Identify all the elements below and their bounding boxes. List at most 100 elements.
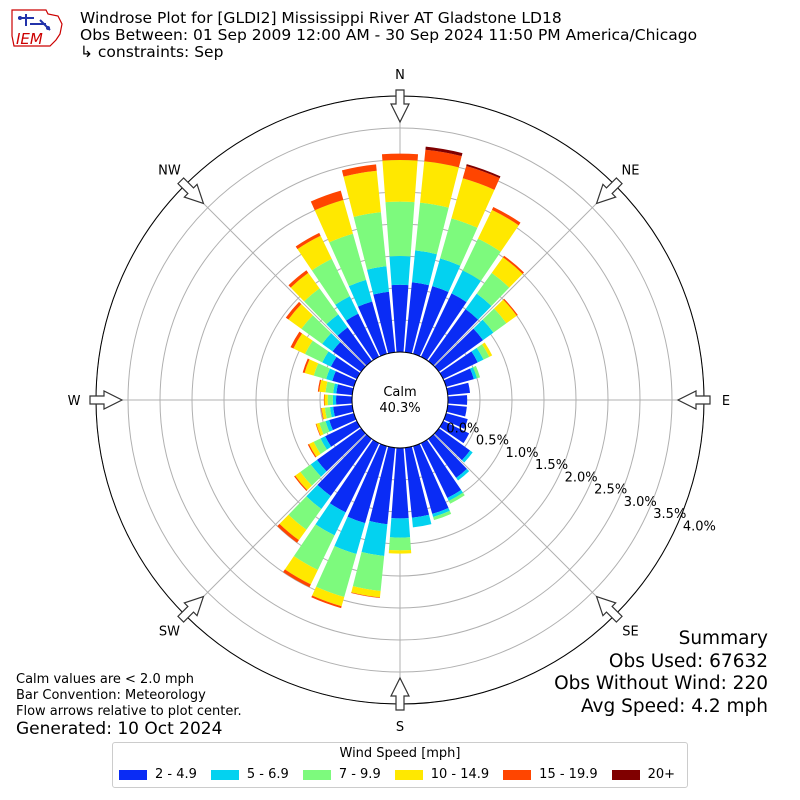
direction-label: E [722,394,730,409]
windrose-bar-segment [470,367,477,380]
legend-label: 15 - 19.9 [539,767,598,782]
radial-tick-label: 1.5% [535,458,568,473]
windrose-bar-segment [301,315,332,344]
windrose-bar-segment [448,492,465,504]
windrose-bar-segment [319,380,328,393]
flow-arrow-icon [89,390,124,410]
windrose-bar-segment [491,257,523,288]
windrose-bar-segment [325,420,333,432]
legend-item: 15 - 19.9 [503,767,598,782]
grid-spoke [184,433,367,616]
calm-label: Calm [383,385,416,400]
windrose-bar-segment [461,450,473,463]
windrose-bar-segment [317,434,372,497]
legend-item: 10 - 14.9 [394,767,490,782]
radial-tick-label: 0.5% [476,434,509,449]
windrose-bar-segment [295,471,312,491]
windrose-bar-segment [314,199,353,243]
windrose-bar-segment [420,293,467,361]
windrose-bar-segment [341,164,377,177]
windrose-bar-segment [439,351,478,380]
windrose-bar-segment [385,201,415,257]
windrose-bar-segment [433,510,452,521]
radial-tick-label: 1.0% [505,446,538,461]
axis-labels: 0.0%0.5%1.0%1.5%2.0%2.5%3.0%3.5%4.0% N NE E… [68,68,731,735]
windrose-bar-segment [411,514,432,528]
windrose-bar-segment [432,507,450,518]
direction-label: SW [159,625,180,640]
title-line-3: ↳ constraints: Sep [80,43,224,61]
radial-tick-label: 2.0% [565,470,598,485]
summary-title: Summary [678,628,768,649]
windrose-bar-segment [491,206,521,226]
windrose-bar-segment [389,518,411,538]
windrose-bar-segment [312,586,345,607]
windrose-bar-segment [415,202,449,255]
windrose-bar-segment [283,569,311,588]
windrose-bar-segment [424,149,462,168]
radial-tick-label: 3.0% [624,495,657,510]
direction-arrows [89,89,711,711]
windrose-bar-segment [302,358,310,373]
windrose-bar-segment [333,383,338,394]
windrose-bar-segment [462,238,501,281]
windrose-bar-segment [353,212,387,270]
windrose-bar-segment [329,406,335,418]
legend-swatch [119,769,147,780]
windrose-bar-segment [327,394,333,406]
windrose-bar-segment [434,428,471,461]
windrose-bar-segment [315,423,321,436]
windrose-bar-segment [381,153,419,161]
legend-label: 20+ [647,767,676,782]
windrose-bar-segment [304,288,339,325]
flow-arrow-icon [676,390,711,410]
windrose-bar-segment [411,250,437,286]
windrose-bar-segment [482,342,493,357]
windrose-bar-segment [465,293,492,320]
legend-label: 7 - 9.9 [338,767,381,782]
windrose-bar-segment [451,178,495,228]
grid-spoke [433,184,616,367]
windrose-bar-segment [290,331,303,349]
windrose-bar-segment [311,595,342,609]
windrose-bar-segment [462,165,500,190]
windrose-bar-segment [482,308,507,333]
windrose-bar-segment [329,439,380,513]
legend-items: 2 - 4.9 5 - 6.9 7 - 9.9 10 - 14.9 15 - 19.9 2… [119,767,689,782]
legend-title: Wind Speed [mph] [339,746,461,761]
notes: Calm values are < 2.0 mph Bar Convention… [16,672,242,720]
legend-item: 2 - 4.9 [119,767,197,782]
legend-label: 10 - 14.9 [430,767,490,782]
legend: Wind Speed [mph] 2 - 4.9 5 - 6.9 7 - 9.9 10… [112,742,688,788]
flow-arrow-icon [177,177,205,205]
windrose-bar-segment [337,327,372,366]
windrose-bar-segment [307,444,317,458]
windrose-bar-segment [288,270,309,288]
windrose-bar-segment [297,235,332,271]
windrose-bar-segment [434,328,484,372]
windrose-bar-segment [329,413,357,431]
windrose-bar-segment [432,258,461,293]
calm-value: 40.3% [379,401,420,416]
windrose-bar-segment [335,296,359,321]
windrose-bar-segment [420,161,459,208]
windrose-bar-segment [502,255,525,274]
windrose-bar-segment [348,279,373,307]
windrose-bar-segment [443,368,474,387]
windrose-bar-segment [330,356,361,380]
windrose-bar-segment [352,552,385,592]
flow-arrow-icon [177,595,205,623]
windrose-bar-segment [336,395,353,405]
flow-arrow-icon [595,595,623,623]
note-flow: Flow arrows relative to plot center. [16,704,242,719]
windrose-bar-segment [316,428,366,472]
windrose-bar-segment [404,446,430,518]
direction-label: NE [622,163,640,178]
windrose-bar-segment [323,394,325,406]
grid-spoke [184,184,367,367]
windrose-bar-segment [391,284,409,353]
windrose-bar-segment [388,537,412,551]
direction-label: N [395,68,405,83]
windrose-bar-segment [316,422,324,436]
radial-tick-label: 4.0% [683,519,716,534]
